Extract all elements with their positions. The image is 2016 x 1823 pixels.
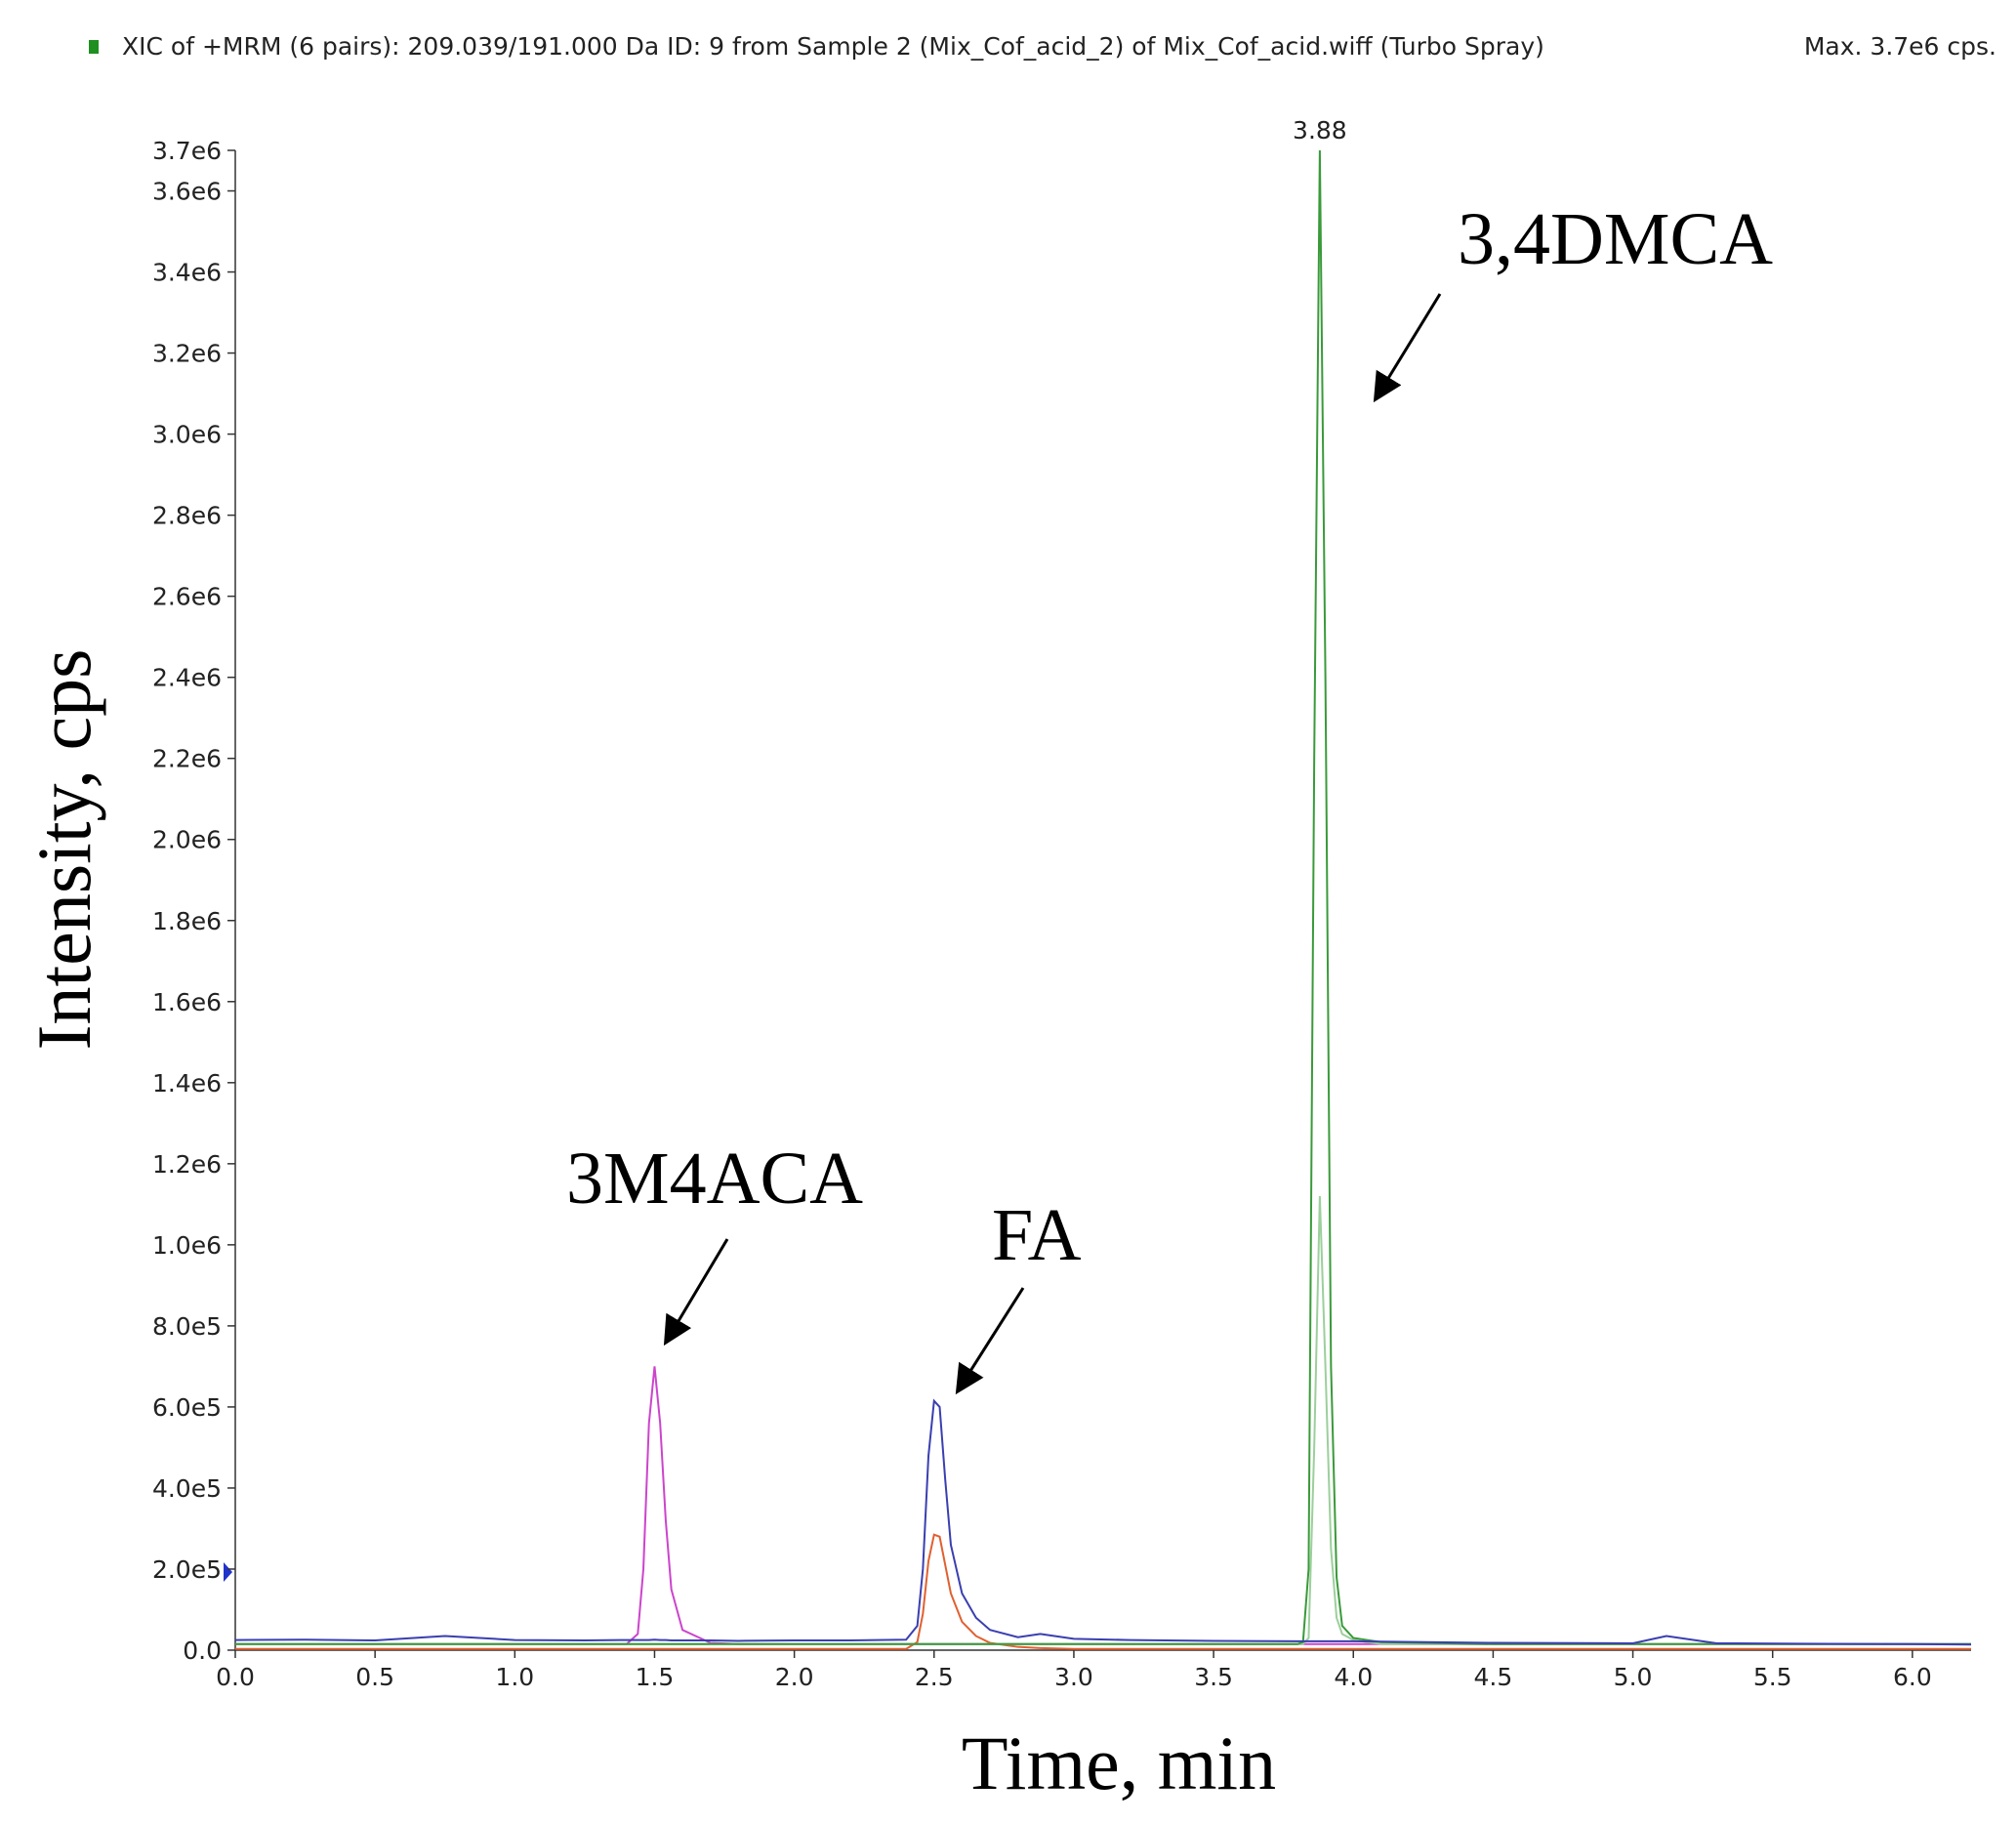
y-tick-label: 2.0e5 bbox=[152, 1555, 222, 1584]
y-axis-label: Intensity, cps bbox=[21, 649, 106, 1051]
x-tick-label: 6.0 bbox=[1893, 1663, 1932, 1691]
y-tick-label: 1.2e6 bbox=[152, 1150, 222, 1179]
arrow bbox=[1373, 293, 1442, 403]
x-tick-label: 2.0 bbox=[775, 1663, 814, 1691]
arrow bbox=[955, 1287, 1025, 1395]
y-tick-label: 2.4e6 bbox=[152, 664, 222, 692]
y-tick-label: 3.0e6 bbox=[152, 421, 222, 449]
chart-subtitle: Max. 3.7e6 cps. bbox=[1804, 32, 1996, 61]
y-tick-label: 2.2e6 bbox=[152, 745, 222, 773]
y-tick-label: 2.8e6 bbox=[152, 502, 222, 530]
peak-label: 3.88 bbox=[1293, 116, 1347, 145]
arrow bbox=[663, 1238, 729, 1347]
y-tick-label: 6.0e5 bbox=[152, 1393, 222, 1422]
x-tick-label: 0.0 bbox=[216, 1663, 255, 1691]
x-tick-label: 0.5 bbox=[355, 1663, 394, 1691]
y-tick-label: 8.0e5 bbox=[152, 1312, 222, 1341]
x-tick-label: 3.0 bbox=[1054, 1663, 1093, 1691]
x-tick-label: 5.0 bbox=[1614, 1663, 1653, 1691]
x-tick-label: 1.5 bbox=[636, 1663, 675, 1691]
y-tick-label: 1.8e6 bbox=[152, 907, 222, 935]
y-tick-label: 2.0e6 bbox=[152, 826, 222, 854]
x-tick-label: 4.5 bbox=[1474, 1663, 1513, 1691]
x-tick-label: 4.0 bbox=[1334, 1663, 1373, 1691]
x-tick-label: 1.0 bbox=[495, 1663, 534, 1691]
x-axis-label: Time, min bbox=[962, 1720, 1276, 1805]
trace bbox=[235, 149, 1971, 1645]
trace bbox=[235, 1533, 1971, 1650]
annotation: 3M4ACA bbox=[566, 1138, 863, 1220]
y-tick-label: 1.4e6 bbox=[152, 1069, 222, 1098]
y-tick-label: 1.6e6 bbox=[152, 988, 222, 1016]
legend-swatch bbox=[89, 40, 99, 54]
x-tick-label: 5.5 bbox=[1753, 1663, 1792, 1691]
trace bbox=[235, 1196, 1971, 1645]
trace bbox=[234, 1398, 1972, 1646]
y-tick-label: 3.4e6 bbox=[152, 259, 222, 287]
y-tick-label: 3.6e6 bbox=[152, 178, 222, 206]
y-tick-label: 0.0 bbox=[183, 1637, 222, 1665]
trace bbox=[235, 1366, 1971, 1645]
x-tick-label: 2.5 bbox=[915, 1663, 954, 1691]
annotation: 3,4DMCA bbox=[1458, 198, 1773, 280]
y-tick-label: 2.6e6 bbox=[152, 583, 222, 611]
chart-title: XIC of +MRM (6 pairs): 209.039/191.000 D… bbox=[122, 32, 1544, 61]
y-tick-label: 3.7e6 bbox=[152, 137, 222, 165]
y-tick-label: 3.2e6 bbox=[152, 340, 222, 368]
y-tick-label: 1.0e6 bbox=[152, 1231, 222, 1260]
x-tick-label: 3.5 bbox=[1194, 1663, 1233, 1691]
threshold-marker bbox=[224, 1562, 232, 1582]
y-tick-label: 4.0e5 bbox=[152, 1474, 222, 1503]
annotation: FA bbox=[992, 1194, 1082, 1276]
